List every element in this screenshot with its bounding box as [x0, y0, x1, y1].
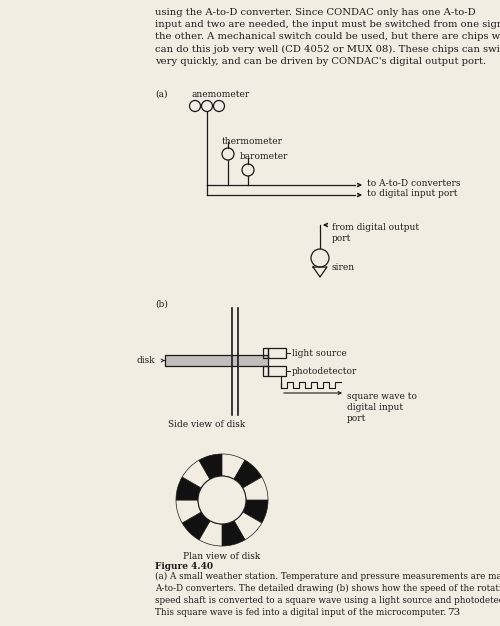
- Wedge shape: [222, 521, 245, 546]
- Text: (a): (a): [155, 90, 168, 99]
- Wedge shape: [176, 500, 201, 523]
- Bar: [165, 355, 268, 366]
- Text: anemometer: anemometer: [192, 90, 250, 99]
- Text: disk: disk: [136, 356, 155, 365]
- Text: photodetector: photodetector: [292, 366, 358, 376]
- Wedge shape: [222, 454, 245, 480]
- Text: to digital input port: to digital input port: [367, 190, 458, 198]
- Text: Side view of disk: Side view of disk: [168, 420, 245, 429]
- Wedge shape: [182, 512, 210, 540]
- Text: using the A-to-D converter. Since CONDAC only has one A-to-D
input and two are n: using the A-to-D converter. Since CONDAC…: [155, 8, 500, 66]
- Text: barometer: barometer: [240, 152, 288, 161]
- Wedge shape: [234, 512, 262, 540]
- Wedge shape: [182, 460, 210, 488]
- Text: square wave to
digital input
port: square wave to digital input port: [347, 392, 417, 423]
- Wedge shape: [243, 477, 268, 500]
- Wedge shape: [176, 477, 201, 500]
- Bar: [263, 366, 268, 376]
- Text: Figure 4.40: Figure 4.40: [155, 562, 213, 571]
- Bar: [263, 348, 268, 358]
- Bar: [268, 366, 286, 376]
- Wedge shape: [234, 460, 262, 488]
- Text: light source: light source: [292, 349, 347, 357]
- Bar: [268, 348, 286, 358]
- Text: Plan view of disk: Plan view of disk: [184, 552, 260, 561]
- Text: 73: 73: [447, 608, 460, 617]
- Text: from digital output
port: from digital output port: [332, 223, 419, 243]
- Text: (a) A small weather station. Temperature and pressure measurements are made usin: (a) A small weather station. Temperature…: [155, 572, 500, 617]
- Circle shape: [198, 476, 246, 524]
- Text: siren: siren: [332, 264, 355, 272]
- Wedge shape: [199, 521, 222, 546]
- Wedge shape: [243, 500, 268, 523]
- Text: to A-to-D converters: to A-to-D converters: [367, 180, 460, 188]
- Text: thermometer: thermometer: [222, 137, 283, 146]
- Wedge shape: [199, 454, 222, 480]
- Text: (b): (b): [155, 300, 168, 309]
